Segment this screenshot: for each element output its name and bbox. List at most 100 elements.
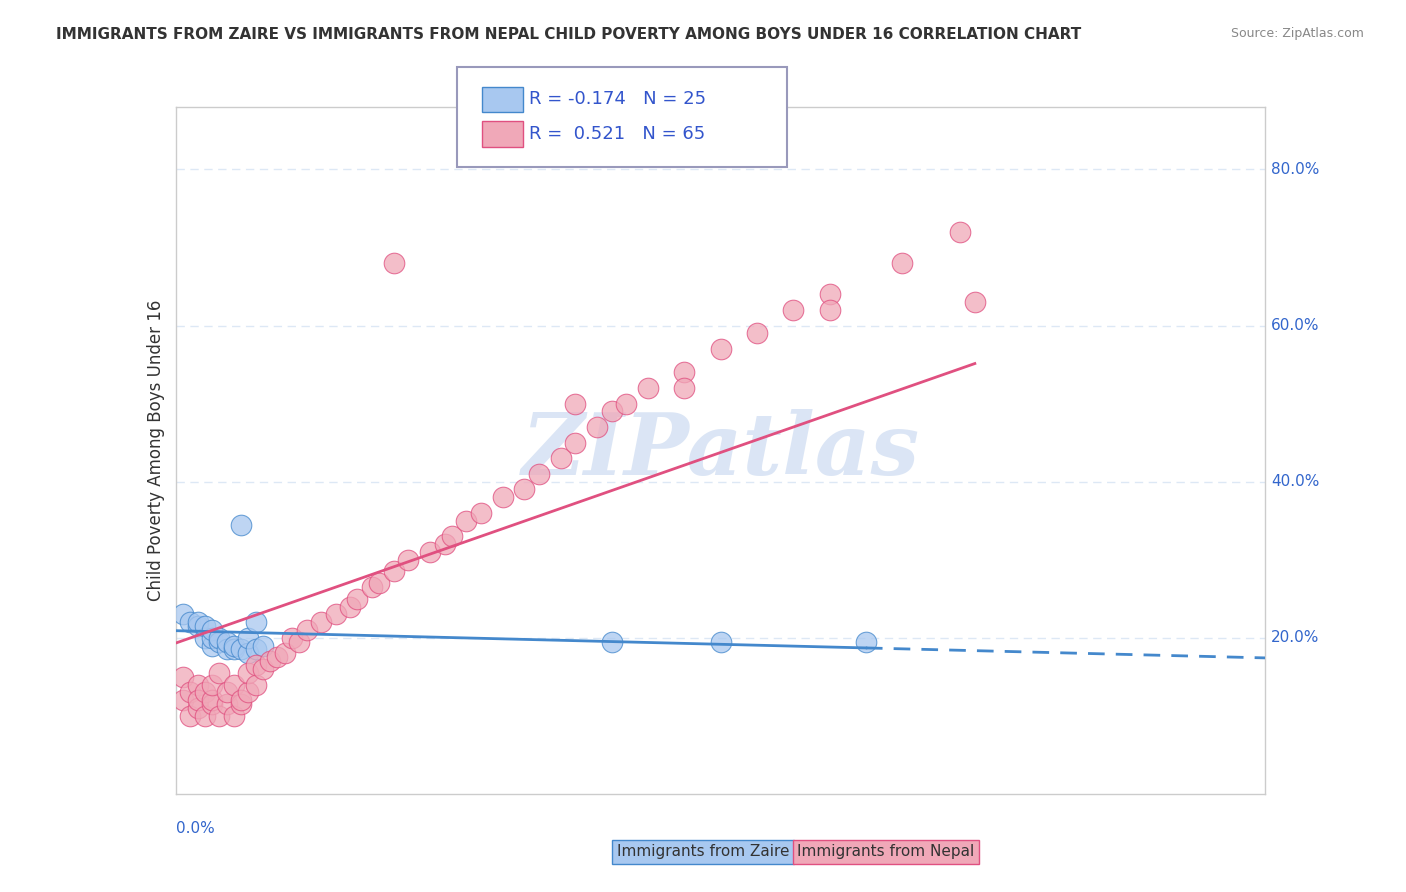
Point <box>194 631 217 645</box>
Point <box>222 639 245 653</box>
Point <box>288 634 311 648</box>
Point <box>295 623 318 637</box>
Point <box>186 693 209 707</box>
Point <box>346 591 368 606</box>
Point <box>215 697 238 711</box>
Point <box>186 701 209 715</box>
Point <box>215 685 238 699</box>
Point <box>222 678 245 692</box>
Point <box>172 693 194 707</box>
Point <box>419 545 441 559</box>
Point <box>600 404 623 418</box>
Point <box>637 381 659 395</box>
Point <box>818 302 841 317</box>
Text: 0.0%: 0.0% <box>176 822 215 837</box>
Point <box>208 665 231 680</box>
Point <box>266 650 288 665</box>
Point <box>231 693 253 707</box>
Point <box>673 366 696 380</box>
Point <box>231 697 253 711</box>
Point <box>201 693 224 707</box>
Point <box>179 615 201 630</box>
Point <box>215 642 238 657</box>
Point <box>194 619 217 633</box>
Text: Immigrants from Zaire: Immigrants from Zaire <box>617 845 789 859</box>
Point <box>586 420 609 434</box>
Point <box>201 623 224 637</box>
Text: IMMIGRANTS FROM ZAIRE VS IMMIGRANTS FROM NEPAL CHILD POVERTY AMONG BOYS UNDER 16: IMMIGRANTS FROM ZAIRE VS IMMIGRANTS FROM… <box>56 27 1081 42</box>
Point <box>891 256 914 270</box>
Point <box>274 646 297 660</box>
Point <box>231 642 253 657</box>
Point <box>201 697 224 711</box>
Point <box>259 654 281 668</box>
Point <box>245 615 267 630</box>
Point <box>492 490 515 504</box>
Point <box>564 435 586 450</box>
Point <box>710 634 733 648</box>
Text: 60.0%: 60.0% <box>1271 318 1319 333</box>
Text: R =  0.521   N = 65: R = 0.521 N = 65 <box>529 125 704 143</box>
Point <box>172 607 194 622</box>
Point <box>186 619 209 633</box>
Point <box>222 708 245 723</box>
Text: Immigrants from Nepal: Immigrants from Nepal <box>797 845 974 859</box>
Point <box>673 381 696 395</box>
Point <box>245 642 267 657</box>
Point <box>194 708 217 723</box>
Point <box>208 634 231 648</box>
Point <box>201 639 224 653</box>
Point <box>745 326 768 341</box>
Point <box>231 517 253 532</box>
Point <box>222 642 245 657</box>
Point <box>963 295 986 310</box>
Point <box>245 678 267 692</box>
Point <box>339 599 361 614</box>
Point <box>382 256 405 270</box>
Point <box>325 607 347 622</box>
Point <box>527 467 550 481</box>
Point <box>440 529 463 543</box>
Point <box>564 396 586 410</box>
Point <box>238 646 260 660</box>
Point <box>433 537 456 551</box>
Point <box>710 342 733 356</box>
Point <box>252 639 274 653</box>
Point <box>215 634 238 648</box>
Point <box>245 658 267 673</box>
Point <box>172 670 194 684</box>
Point <box>201 631 224 645</box>
Text: ZIPatlas: ZIPatlas <box>522 409 920 492</box>
Point <box>818 287 841 301</box>
Point <box>281 631 304 645</box>
Point <box>238 631 260 645</box>
Text: 20.0%: 20.0% <box>1271 631 1319 645</box>
Point <box>513 483 536 497</box>
Point <box>360 580 382 594</box>
Text: 80.0%: 80.0% <box>1271 162 1319 177</box>
Text: 40.0%: 40.0% <box>1271 475 1319 489</box>
Point <box>456 514 478 528</box>
Point <box>470 506 492 520</box>
Point <box>179 685 201 699</box>
Point <box>550 451 572 466</box>
Point <box>194 685 217 699</box>
Point <box>252 662 274 676</box>
Point <box>186 615 209 630</box>
Point <box>208 631 231 645</box>
Text: Source: ZipAtlas.com: Source: ZipAtlas.com <box>1230 27 1364 40</box>
Text: R = -0.174   N = 25: R = -0.174 N = 25 <box>529 90 706 108</box>
Point <box>382 565 405 579</box>
Point <box>179 708 201 723</box>
Point <box>309 615 332 630</box>
Point <box>949 225 972 239</box>
Point <box>614 396 637 410</box>
Point <box>782 302 804 317</box>
Point <box>208 708 231 723</box>
Point <box>186 678 209 692</box>
Y-axis label: Child Poverty Among Boys Under 16: Child Poverty Among Boys Under 16 <box>146 300 165 601</box>
Point <box>396 552 419 567</box>
Point <box>238 685 260 699</box>
Point <box>600 634 623 648</box>
Point <box>201 678 224 692</box>
